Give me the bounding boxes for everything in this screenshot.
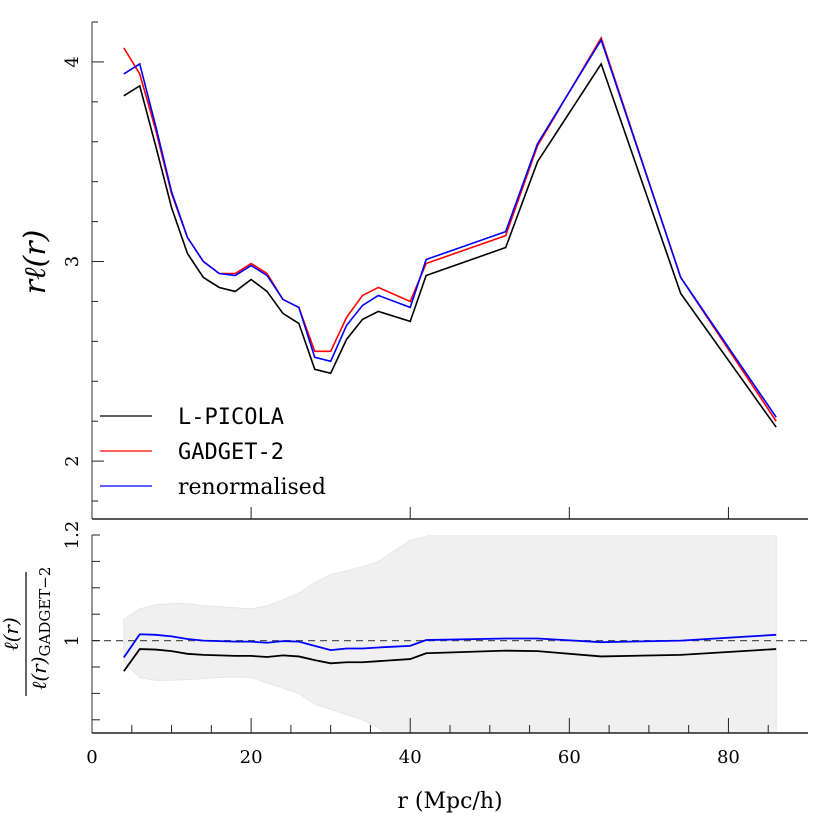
ratio-numerator: ℓ(r) [0, 617, 23, 651]
top-y-axis-label: rℓ(r) [18, 230, 53, 295]
top-panel: 2 3 4 L-PICOLA GADGET-2 renormalised [62, 21, 808, 520]
top-y-tick-label: 2 [62, 455, 83, 466]
x-tick-label: 0 [86, 747, 97, 768]
legend: L-PICOLA GADGET-2 renormalised [100, 405, 326, 500]
series-line-renormalised [123, 38, 777, 418]
legend-label: renormalised [178, 475, 326, 500]
x-tick-label: 60 [558, 747, 581, 768]
legend-item: GADGET-2 [100, 440, 284, 465]
ratio-denominator: ℓ(r)GADGET−2 [27, 567, 54, 690]
ratio-denominator-main: ℓ(r) [27, 657, 51, 691]
legend-label: GADGET-2 [178, 440, 284, 465]
ratio-subscript: GADGET−2 [36, 567, 54, 657]
top-y-tick-label: 3 [62, 256, 83, 267]
series-line-gadget-2 [123, 36, 777, 422]
x-tick-label: 20 [240, 747, 263, 768]
top-y-tick-label: 4 [62, 56, 83, 67]
x-tick-label: 80 [717, 747, 740, 768]
bottom-y-axis-label: ℓ(r) ℓ(r)GADGET−2 [0, 567, 54, 696]
uncertainty-band [123, 535, 777, 733]
legend-label: L-PICOLA [178, 405, 284, 430]
ratio-line-renormalised [123, 633, 777, 659]
legend-item: renormalised [100, 475, 326, 500]
bottom-panel: 1 1.2 0 20 40 60 80 [62, 521, 808, 768]
x-tick-label: 40 [399, 747, 422, 768]
series-line-l-picola [123, 62, 777, 428]
ratio-line-l-picola [123, 648, 777, 672]
bottom-y-tick-label: 1.2 [62, 521, 83, 550]
bottom-y-tick-label: 1 [62, 635, 83, 646]
x-axis-label: r (Mpc/h) [397, 789, 502, 814]
legend-item: L-PICOLA [100, 405, 284, 430]
